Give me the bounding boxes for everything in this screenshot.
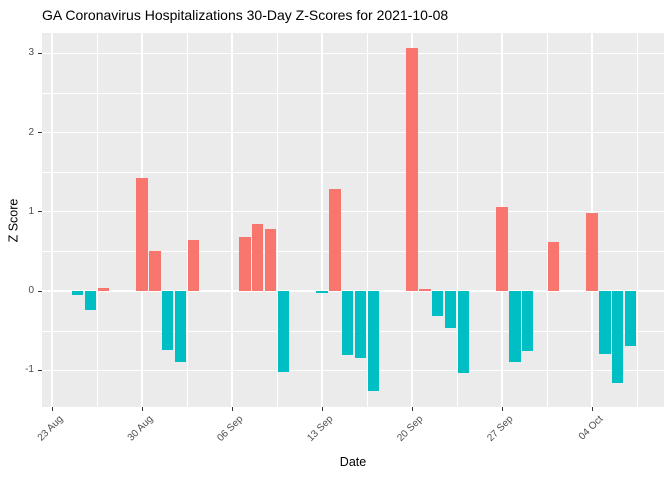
y-tick-mark: [37, 132, 42, 133]
x-gridline-minor: [187, 33, 188, 407]
bar: [496, 206, 508, 291]
bar: [84, 291, 97, 311]
bar: [251, 223, 264, 291]
bar: [599, 291, 611, 355]
y-gridline-major: [42, 211, 664, 213]
y-gridline-major: [42, 369, 664, 371]
bar: [586, 213, 598, 291]
x-gridline-major: [51, 33, 53, 407]
plot-panel: [42, 33, 664, 407]
bar: [239, 237, 251, 291]
x-tick-label: 30 Aug: [125, 413, 156, 444]
y-tick-mark: [37, 369, 42, 371]
x-gridline-minor: [97, 33, 98, 407]
y-tick-label: -1: [25, 364, 34, 376]
bar: [509, 291, 521, 363]
bar: [316, 291, 328, 293]
x-gridline-minor: [547, 33, 548, 407]
bar: [264, 229, 277, 291]
bar: [547, 241, 560, 291]
x-gridline-major: [231, 33, 233, 407]
bar: [624, 291, 637, 347]
y-gridline-major: [42, 131, 664, 134]
y-tick-label: 2: [28, 126, 34, 138]
x-tick-mark: [591, 407, 593, 411]
bar: [444, 291, 457, 329]
bar: [329, 188, 341, 291]
bar: [611, 291, 624, 383]
y-gridline-minor: [42, 172, 664, 173]
bar: [71, 291, 84, 295]
bar: [341, 291, 354, 356]
bar: [97, 287, 110, 291]
y-gridline-major: [42, 290, 664, 292]
x-tick-mark: [231, 407, 233, 411]
bar: [136, 177, 148, 291]
bar: [406, 48, 418, 291]
bar: [149, 251, 161, 291]
y-tick-label: 0: [28, 285, 34, 296]
bar: [174, 291, 187, 363]
bar: [431, 291, 444, 317]
x-tick-label: 27 Sep: [485, 413, 516, 444]
x-gridline-minor: [637, 33, 638, 407]
y-gridline-minor: [42, 251, 664, 253]
y-axis-title: Z Score: [6, 198, 21, 243]
x-tick-mark: [411, 407, 413, 411]
x-tick-label: 23 Aug: [35, 413, 66, 444]
bar: [277, 291, 290, 372]
x-gridline-major: [321, 33, 323, 407]
y-gridline-minor: [42, 92, 664, 94]
y-tick-mark: [37, 211, 42, 213]
x-tick-label: 06 Sep: [215, 413, 246, 444]
x-gridline-minor: [457, 33, 458, 407]
y-tick-mark: [37, 52, 42, 54]
y-tick-label: 1: [28, 205, 34, 217]
chart-title: GA Coronavirus Hospitalizations 30-Day Z…: [42, 7, 449, 23]
x-gridline-minor: [277, 33, 278, 407]
x-tick-mark: [51, 407, 53, 411]
bar: [367, 291, 380, 391]
x-tick-mark: [501, 407, 503, 411]
x-tick-mark: [141, 407, 143, 411]
bar: [354, 291, 367, 359]
x-gridline-minor: [367, 33, 368, 407]
x-tick-label: 04 Oct: [576, 413, 606, 443]
y-tick-label: 3: [28, 47, 34, 59]
bar: [419, 289, 431, 291]
bar: [457, 291, 470, 373]
bar: [521, 291, 534, 352]
x-tick-mark: [321, 407, 323, 411]
x-axis-title: Date: [339, 455, 367, 469]
y-tick-mark: [37, 290, 42, 292]
y-gridline-major: [42, 52, 664, 54]
bar: [187, 240, 200, 291]
bar: [161, 291, 174, 350]
